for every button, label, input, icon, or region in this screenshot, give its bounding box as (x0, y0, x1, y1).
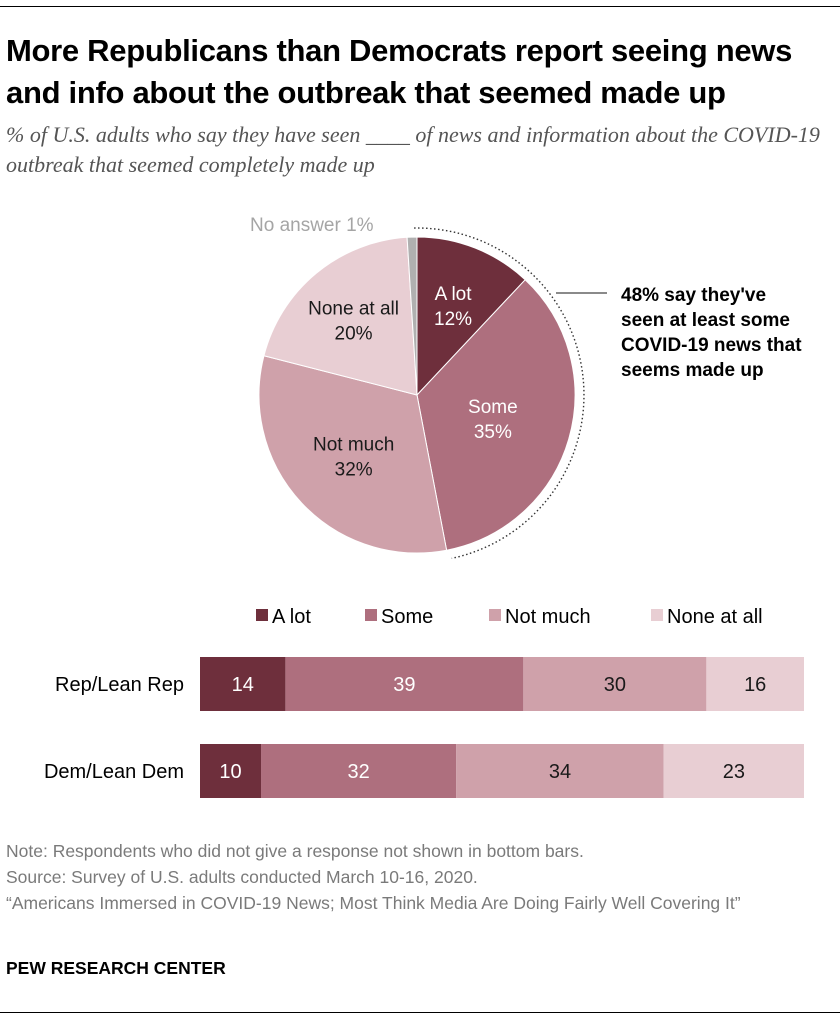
pie-slice-no-answer (406, 236, 418, 396)
bar-segment-none-at-all (706, 657, 804, 711)
publisher-brand: PEW RESEARCH CENTER (6, 958, 226, 978)
bar-segment-some (285, 657, 524, 711)
bar-value-label: 34 (549, 761, 571, 783)
bar-category-label: Rep/Lean Rep (55, 674, 184, 696)
pie-slice-not-much (258, 355, 448, 554)
legend-swatch-none-at-all (651, 609, 663, 621)
legend-label-some: Some (381, 606, 433, 628)
legend-label-a-lot: A lot (272, 606, 311, 628)
bar-value-label: 23 (723, 761, 745, 783)
pie-label-some: Some (468, 397, 518, 418)
bar-value-label: 32 (348, 761, 370, 783)
bar-segment-not-much (456, 744, 664, 798)
pie-label-none-at-all: None at all (308, 298, 399, 319)
pie-value-none-at-all: 20% (335, 323, 373, 344)
legend-label-not-much: Not much (505, 606, 591, 628)
chart-subtitle: % of U.S. adults who say they have seen … (6, 122, 820, 177)
bar-value-label: 30 (604, 674, 626, 696)
top-rule (0, 6, 840, 7)
pie-label-a-lot: A lot (435, 284, 473, 305)
annotation-text-line: seems made up (621, 360, 764, 381)
chart-title: More Republicans than Democrats report s… (6, 33, 793, 110)
annotation-text-line: COVID-19 news that (621, 335, 802, 356)
bar-value-label: 16 (744, 674, 766, 696)
bar-segment-not-much (523, 657, 707, 711)
citation: “Americans Immersed in COVID-19 News; Mo… (6, 893, 741, 913)
bar-segment-a-lot (200, 744, 262, 798)
legend-swatch-some (365, 609, 377, 621)
legend-swatch-not-much (489, 609, 501, 621)
pie-value-not-much: 32% (335, 459, 373, 480)
pie-slice-some (416, 279, 576, 551)
bottom-rule (0, 1012, 840, 1013)
bar-segment-none-at-all (663, 744, 804, 798)
annotation-text-line: 48% say they've (621, 285, 766, 306)
bar-category-label: Dem/Lean Dem (44, 761, 184, 783)
legend-label-none-at-all: None at all (667, 606, 763, 628)
bar-value-label: 10 (219, 761, 241, 783)
annotation-bracket (414, 227, 585, 560)
bar-value-label: 14 (232, 674, 254, 696)
pie-value-a-lot: 12% (434, 309, 472, 330)
bar-segment-some (261, 744, 457, 798)
pie-slice-none-at-all (263, 236, 418, 396)
pie-label-no-answer: No answer 1% (250, 215, 374, 236)
source-line: Source: Survey of U.S. adults conducted … (6, 867, 478, 887)
pie-slice-a-lot (416, 236, 526, 397)
footnote: Note: Respondents who did not give a res… (6, 841, 584, 861)
bar-segment-a-lot (200, 657, 286, 711)
bar-value-label: 39 (393, 674, 415, 696)
legend-swatch-a-lot (256, 609, 268, 621)
annotation-text-line: seen at least some (621, 310, 790, 331)
chart-canvas: A lot 12% Some 35% Not much 32% None at all 20%… (44, 215, 804, 798)
pie-label-not-much: Not much (313, 434, 394, 455)
pie-value-some: 35% (474, 422, 512, 443)
